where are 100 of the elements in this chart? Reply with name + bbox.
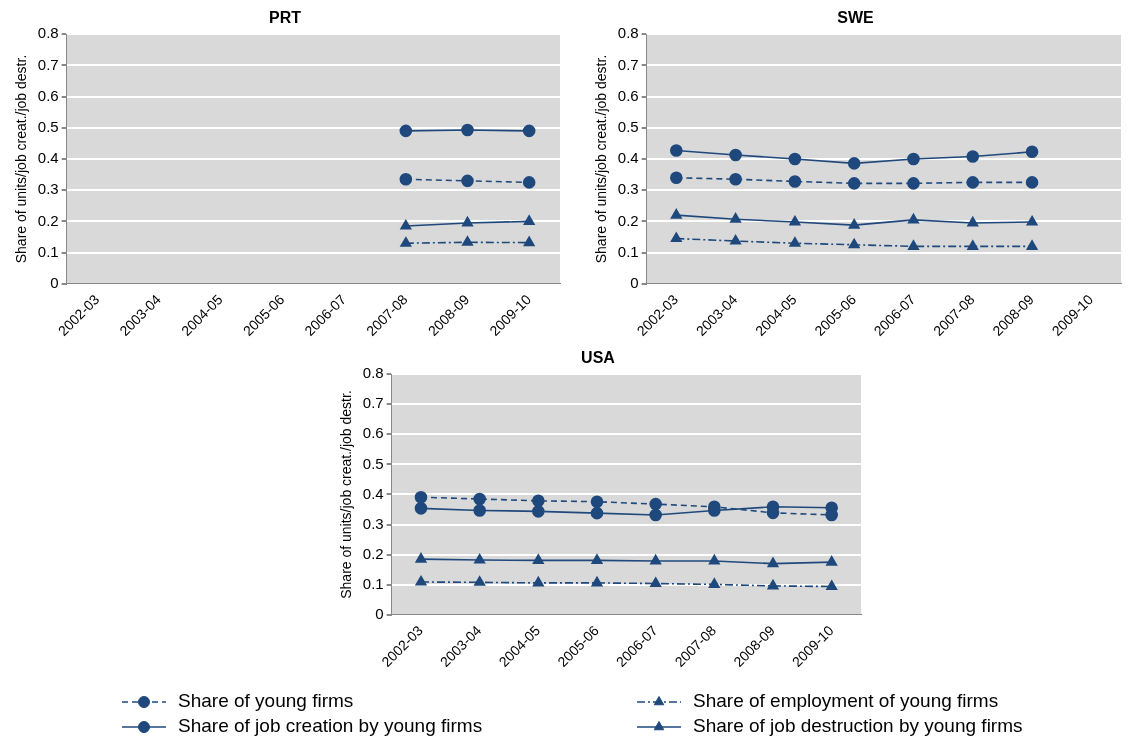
point (473, 504, 486, 517)
point (400, 236, 412, 247)
y-tick-label: 0.7 (362, 394, 384, 412)
y-tick-label: 0.1 (617, 242, 639, 260)
point (532, 554, 544, 564)
point (907, 240, 920, 250)
point (474, 553, 486, 564)
point (415, 575, 427, 586)
point (399, 124, 413, 138)
point (1026, 240, 1038, 250)
chart-title: SWE (837, 9, 875, 27)
y-tick-label: 0.6 (617, 86, 639, 104)
y-tick-label: 0.7 (617, 55, 639, 73)
point (590, 495, 604, 509)
point (670, 144, 683, 157)
y-axis-title: Share of units/job creat./job destr. (13, 54, 30, 264)
y-tick-label: 0.2 (617, 211, 639, 229)
y-tick-label: 0 (50, 273, 59, 291)
point (907, 177, 920, 190)
y-tick-label: 0.4 (37, 149, 59, 167)
point (847, 157, 861, 170)
y-tick-label: 0.8 (37, 24, 59, 42)
y-tick-label: 0.3 (37, 180, 59, 198)
y-tick-label: 0 (630, 273, 639, 291)
point (474, 576, 486, 586)
point (848, 218, 860, 229)
y-axis-title: Share of units/job creat./job destr. (593, 54, 610, 264)
point (966, 176, 980, 189)
legend-label: Share of job destruction by young firms (693, 715, 1023, 737)
point (399, 172, 413, 186)
point (591, 554, 603, 564)
legend-label: Share of young firms (178, 690, 354, 712)
y-tick-label: 0.1 (362, 574, 384, 592)
y-tick-label: 0.2 (362, 544, 384, 562)
point (907, 152, 920, 166)
point (523, 236, 535, 247)
point (650, 577, 662, 588)
point (966, 150, 980, 163)
chart-title: USA (581, 349, 616, 367)
legend-label: Share of employment of young firms (693, 690, 999, 712)
point (729, 148, 742, 162)
point (826, 555, 838, 566)
point (789, 236, 801, 247)
point (414, 502, 428, 515)
point (730, 234, 742, 245)
point (414, 490, 428, 504)
point (708, 554, 720, 565)
point (767, 557, 779, 568)
point (650, 554, 662, 565)
point (523, 215, 535, 225)
point (590, 506, 604, 520)
point (522, 124, 536, 138)
point (788, 175, 802, 188)
y-tick-label: 0.8 (362, 364, 384, 382)
chart-title: PRT (269, 9, 302, 27)
point (788, 152, 802, 166)
point (848, 238, 860, 249)
point (649, 497, 662, 511)
y-tick-label: 0.5 (617, 117, 639, 135)
y-tick-label: 0 (375, 604, 384, 622)
point (532, 576, 544, 587)
point (670, 232, 682, 243)
point (461, 216, 474, 227)
point (907, 213, 920, 224)
point (461, 123, 474, 137)
point (1025, 145, 1039, 159)
y-tick-label: 0.7 (37, 55, 59, 73)
point (789, 215, 801, 226)
y-tick-label: 0.5 (37, 117, 59, 135)
y-axis-title: Share of units/job creat./job destr. (338, 390, 355, 599)
point (967, 240, 979, 250)
y-tick-label: 0.3 (362, 514, 384, 532)
point (670, 208, 682, 219)
point (730, 212, 742, 223)
y-tick-label: 0.4 (617, 149, 639, 167)
point (473, 492, 486, 506)
point (967, 216, 979, 227)
point (1025, 176, 1039, 189)
y-tick-label: 0.3 (617, 180, 639, 198)
point (826, 580, 838, 591)
y-tick-label: 0.6 (362, 424, 384, 442)
y-tick-label: 0.2 (37, 211, 59, 229)
point (400, 219, 412, 230)
y-tick-label: 0.5 (362, 454, 384, 472)
point (591, 576, 603, 587)
point (708, 578, 720, 588)
point (522, 176, 536, 189)
y-tick-label: 0.4 (362, 484, 384, 502)
point (1026, 215, 1038, 226)
y-tick-label: 0.6 (37, 86, 59, 104)
point (649, 508, 662, 522)
point (461, 236, 474, 246)
point (767, 579, 779, 590)
point (415, 552, 427, 563)
point (729, 172, 742, 186)
point (670, 171, 683, 185)
point (532, 494, 545, 508)
y-tick-label: 0.8 (617, 24, 639, 42)
legend-label: Share of job creation by young firms (178, 715, 483, 737)
point (461, 174, 474, 188)
